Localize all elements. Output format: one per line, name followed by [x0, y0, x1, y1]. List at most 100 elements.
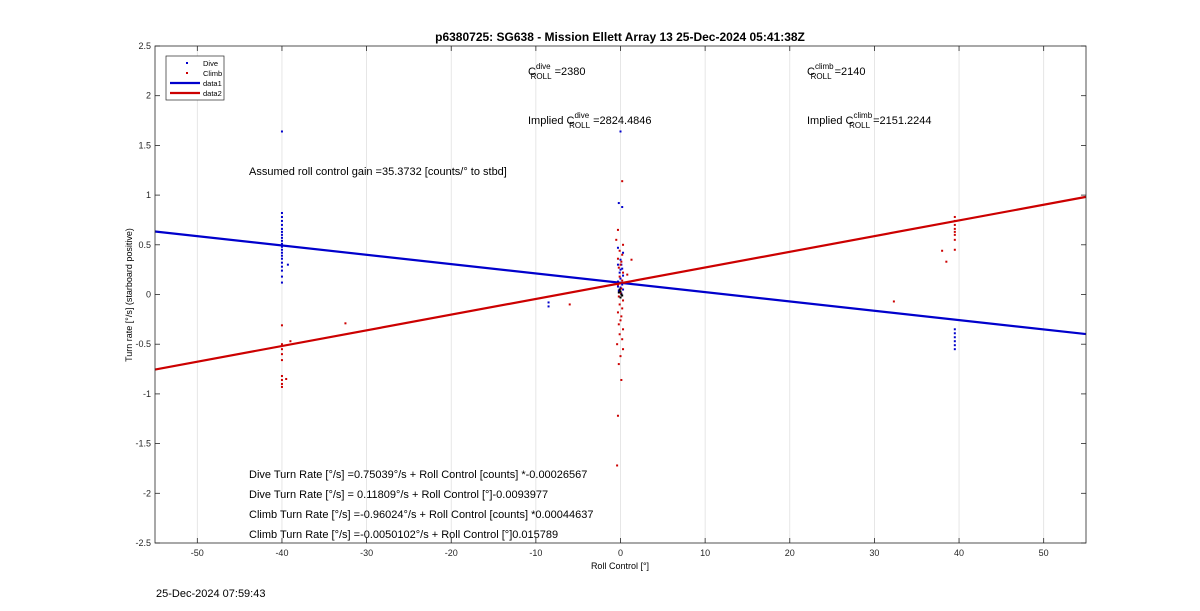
legend-label: Climb	[203, 69, 222, 78]
c-roll-dive-value: =2380	[551, 66, 586, 78]
climb-fit-degrees-equation: Climb Turn Rate [°/s] =-0.0050102°/s + R…	[249, 529, 559, 541]
y-axis-label: Turn rate [°/s] (starboard positive)	[124, 228, 134, 362]
climb-point	[945, 260, 948, 263]
dive-point	[953, 340, 956, 343]
implied-climb-value: =2151.2244	[870, 115, 932, 127]
climb-point	[619, 319, 622, 322]
climb-point	[620, 260, 623, 263]
dive-point	[621, 267, 624, 270]
implied-climb-sub: ROLL	[849, 121, 871, 130]
c-roll-climb-sub: ROLL	[810, 72, 832, 81]
dive-point	[622, 274, 625, 277]
climb-point	[620, 315, 623, 318]
climb-point	[617, 266, 620, 269]
climb-point	[616, 464, 619, 467]
climb-point	[616, 343, 619, 346]
dive-point	[618, 271, 621, 274]
center-point	[617, 291, 620, 294]
climb-point	[953, 227, 956, 230]
climb-point	[622, 328, 625, 331]
dive-point	[280, 230, 283, 233]
legend-marker	[186, 62, 188, 64]
dive-point	[619, 268, 622, 271]
dive-point	[280, 236, 283, 239]
climb-point	[280, 378, 283, 381]
climb-point	[616, 283, 619, 286]
climb-point	[953, 219, 956, 222]
dive-point	[617, 202, 620, 205]
dive-point	[953, 344, 956, 347]
dive-point	[280, 248, 283, 251]
c-roll-dive-sub: ROLL	[530, 72, 552, 81]
plot-frame	[154, 45, 1087, 544]
climb-point	[280, 375, 283, 378]
legend-marker	[186, 72, 188, 74]
climb-point	[622, 299, 625, 302]
x-tick-label: 30	[869, 548, 879, 558]
climb-point	[619, 355, 622, 358]
climb-point	[617, 295, 620, 298]
implied-climb-prefix: Implied C	[807, 115, 854, 127]
implied-dive-sub: ROLL	[569, 121, 591, 130]
climb-point	[280, 353, 283, 356]
climb-point	[617, 323, 620, 326]
climb-fit-counts-equation: Climb Turn Rate [°/s] =-0.96024°/s + Rol…	[249, 509, 594, 521]
dive-point	[280, 223, 283, 226]
dive-point	[280, 245, 283, 248]
implied-dive-value: =2824.4846	[590, 115, 652, 127]
climb-point	[953, 238, 956, 241]
dive-point	[621, 283, 624, 286]
dive-point	[286, 263, 289, 266]
fit-line-data2	[154, 195, 1087, 371]
legend-label: Dive	[203, 59, 218, 68]
data-points	[280, 130, 956, 467]
x-tick-label: -10	[529, 548, 542, 558]
dive-point	[616, 280, 619, 283]
dive-point	[622, 288, 625, 291]
dive-point	[280, 251, 283, 254]
climb-point	[953, 233, 956, 236]
dive-point	[280, 281, 283, 284]
dive-point	[616, 263, 619, 266]
dive-point	[619, 277, 622, 280]
dive-point	[547, 301, 550, 304]
dive-point	[280, 257, 283, 260]
climb-point	[616, 257, 619, 260]
x-axis-label: Roll Control [°]	[591, 561, 649, 571]
climb-point	[280, 382, 283, 385]
climb-point	[621, 253, 624, 256]
climb-point	[622, 271, 625, 274]
c-roll-dive-label: CdiveROLL =2380	[528, 62, 586, 81]
climb-point	[617, 363, 620, 366]
x-tick-label: -20	[445, 548, 458, 558]
y-tick-label: -0.5	[135, 339, 151, 349]
y-tick-label: -2.5	[135, 538, 151, 548]
dive-point	[280, 227, 283, 230]
dive-point	[280, 265, 283, 268]
dive-point	[280, 261, 283, 264]
x-tick-label: 50	[1039, 548, 1049, 558]
y-tick-label: 2	[146, 91, 151, 101]
footer-timestamp: 25-Dec-2024 07:59:43	[156, 588, 266, 600]
dive-point	[280, 215, 283, 218]
climb-point	[621, 338, 624, 341]
climb-point	[630, 258, 633, 261]
dive-fit-degrees-equation: Dive Turn Rate [°/s] = 0.11809°/s + Roll…	[249, 489, 549, 501]
c-roll-climb-base: C	[807, 66, 815, 78]
dive-point	[280, 254, 283, 257]
x-tick-label: 0	[618, 548, 623, 558]
x-tick-label: -40	[275, 548, 288, 558]
y-tick-label: 2.5	[138, 41, 151, 51]
climb-point	[619, 263, 622, 266]
climb-point	[621, 279, 624, 282]
climb-point	[289, 340, 292, 343]
implied-c-roll-climb-label: Implied CclimbROLL =2151.2244	[807, 111, 932, 130]
climb-point	[616, 414, 619, 417]
climb-point	[622, 348, 625, 351]
y-tick-label: -2	[143, 488, 151, 498]
implied-dive-prefix: Implied C	[528, 115, 575, 127]
climb-point	[618, 275, 621, 278]
climb-point	[616, 228, 619, 231]
climb-point	[953, 248, 956, 251]
climb-point	[618, 249, 621, 252]
